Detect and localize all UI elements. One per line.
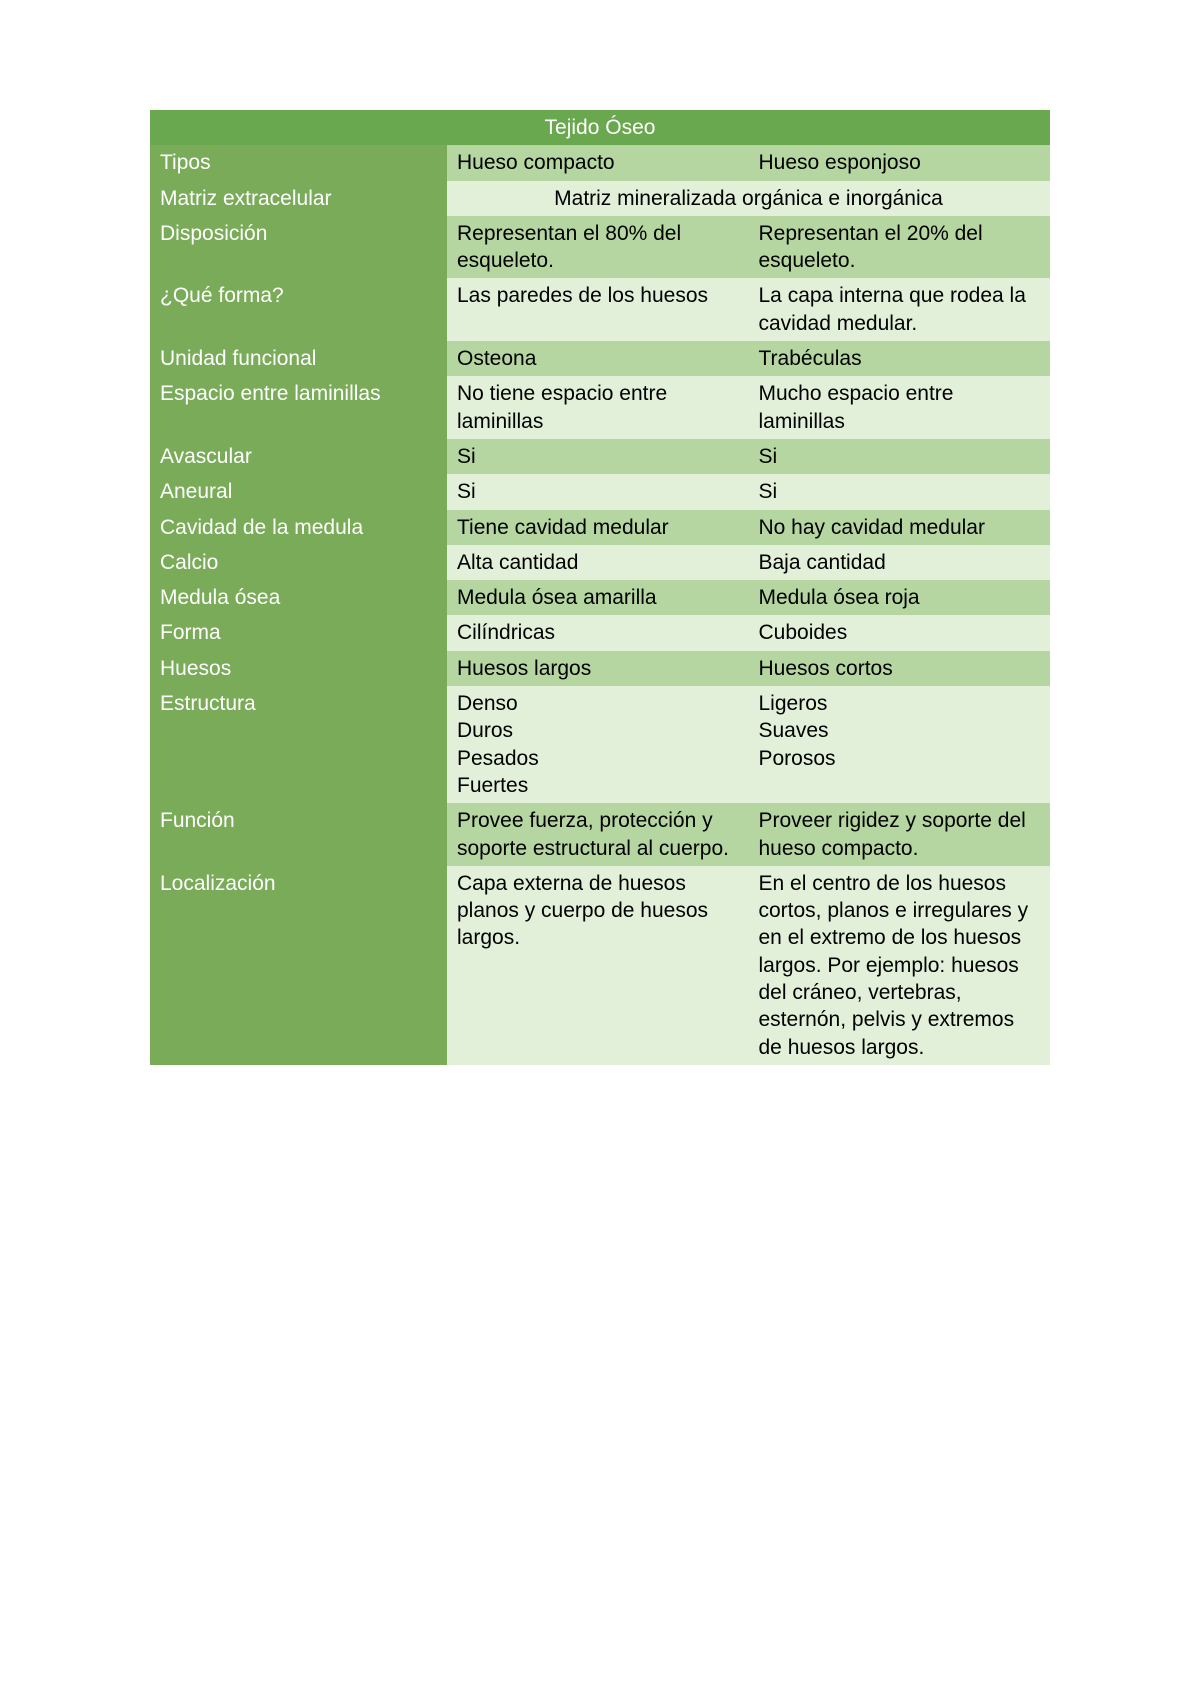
table-row: LocalizaciónCapa externa de huesos plano… <box>150 866 1050 1065</box>
row-value-col1: DensoDurosPesadosFuertes <box>447 686 749 803</box>
table-row: HuesosHuesos largosHuesos cortos <box>150 651 1050 686</box>
row-label: Unidad funcional <box>150 341 447 376</box>
row-value-col1: Si <box>447 474 749 509</box>
table-row: TiposHueso compactoHueso esponjoso <box>150 145 1050 180</box>
row-value-col2: Medula ósea roja <box>749 580 1051 615</box>
row-value-col2: Trabéculas <box>749 341 1051 376</box>
row-label: Disposición <box>150 216 447 279</box>
row-value-col2: Cuboides <box>749 615 1051 650</box>
row-value-col2: No hay cavidad medular <box>749 510 1051 545</box>
table-row: DisposiciónRepresentan el 80% del esquel… <box>150 216 1050 279</box>
row-value-col1: Alta cantidad <box>447 545 749 580</box>
table-row: CalcioAlta cantidadBaja cantidad <box>150 545 1050 580</box>
row-value-col1: Si <box>447 439 749 474</box>
row-value-col1: Provee fuerza, protección y soporte estr… <box>447 803 749 866</box>
table-row: FunciónProvee fuerza, protección y sopor… <box>150 803 1050 866</box>
table-title: Tejido Óseo <box>150 110 1050 145</box>
row-value-col2: LigerosSuavesPorosos <box>749 686 1051 803</box>
table-row: ¿Qué forma?Las paredes de los huesosLa c… <box>150 278 1050 341</box>
table-body: Tejido ÓseoTiposHueso compactoHueso espo… <box>150 110 1050 1065</box>
row-label: Función <box>150 803 447 866</box>
row-label: Tipos <box>150 145 447 180</box>
row-value-col2: Si <box>749 474 1051 509</box>
row-label: Espacio entre laminillas <box>150 376 447 439</box>
table-row: Matriz extracelularMatriz mineralizada o… <box>150 181 1050 216</box>
table-title-row: Tejido Óseo <box>150 110 1050 145</box>
row-label: Medula ósea <box>150 580 447 615</box>
row-value-col2: Representan el 20% del esqueleto. <box>749 216 1051 279</box>
table-row: Medula óseaMedula ósea amarillaMedula ós… <box>150 580 1050 615</box>
row-value-col1: Capa externa de huesos planos y cuerpo d… <box>447 866 749 1065</box>
row-value-col2: Baja cantidad <box>749 545 1051 580</box>
bone-tissue-table: Tejido ÓseoTiposHueso compactoHueso espo… <box>150 110 1050 1065</box>
row-label: Localización <box>150 866 447 1065</box>
row-value-col2: Mucho espacio entre laminillas <box>749 376 1051 439</box>
row-value-col2: En el centro de los huesos cortos, plano… <box>749 866 1051 1065</box>
row-value-col2: La capa interna que rodea la cavidad med… <box>749 278 1051 341</box>
document-page: Tejido ÓseoTiposHueso compactoHueso espo… <box>0 0 1200 1125</box>
row-value-col1: Tiene cavidad medular <box>447 510 749 545</box>
row-label: Avascular <box>150 439 447 474</box>
row-value-col1: Cilíndricas <box>447 615 749 650</box>
row-value-col1: Osteona <box>447 341 749 376</box>
table-row: AneuralSiSi <box>150 474 1050 509</box>
row-merged-value: Matriz mineralizada orgánica e inorgánic… <box>447 181 1050 216</box>
row-label: Aneural <box>150 474 447 509</box>
table-row: AvascularSiSi <box>150 439 1050 474</box>
row-value-col1: Las paredes de los huesos <box>447 278 749 341</box>
row-label: Forma <box>150 615 447 650</box>
row-label: Estructura <box>150 686 447 803</box>
row-label: Cavidad de la medula <box>150 510 447 545</box>
table-row: Cavidad de la medulaTiene cavidad medula… <box>150 510 1050 545</box>
row-value-col1: Hueso compacto <box>447 145 749 180</box>
row-value-col1: Representan el 80% del esqueleto. <box>447 216 749 279</box>
row-label: Matriz extracelular <box>150 181 447 216</box>
row-value-col2: Hueso esponjoso <box>749 145 1051 180</box>
row-value-col2: Huesos cortos <box>749 651 1051 686</box>
row-value-col1: No tiene espacio entre laminillas <box>447 376 749 439</box>
table-row: Unidad funcionalOsteonaTrabéculas <box>150 341 1050 376</box>
row-label: Calcio <box>150 545 447 580</box>
table-row: Espacio entre laminillasNo tiene espacio… <box>150 376 1050 439</box>
row-label: ¿Qué forma? <box>150 278 447 341</box>
row-label: Huesos <box>150 651 447 686</box>
row-value-col2: Si <box>749 439 1051 474</box>
table-row: EstructuraDensoDurosPesadosFuertesLigero… <box>150 686 1050 803</box>
table-row: FormaCilíndricasCuboides <box>150 615 1050 650</box>
row-value-col2: Proveer rigidez y soporte del hueso comp… <box>749 803 1051 866</box>
row-value-col1: Medula ósea amarilla <box>447 580 749 615</box>
row-value-col1: Huesos largos <box>447 651 749 686</box>
